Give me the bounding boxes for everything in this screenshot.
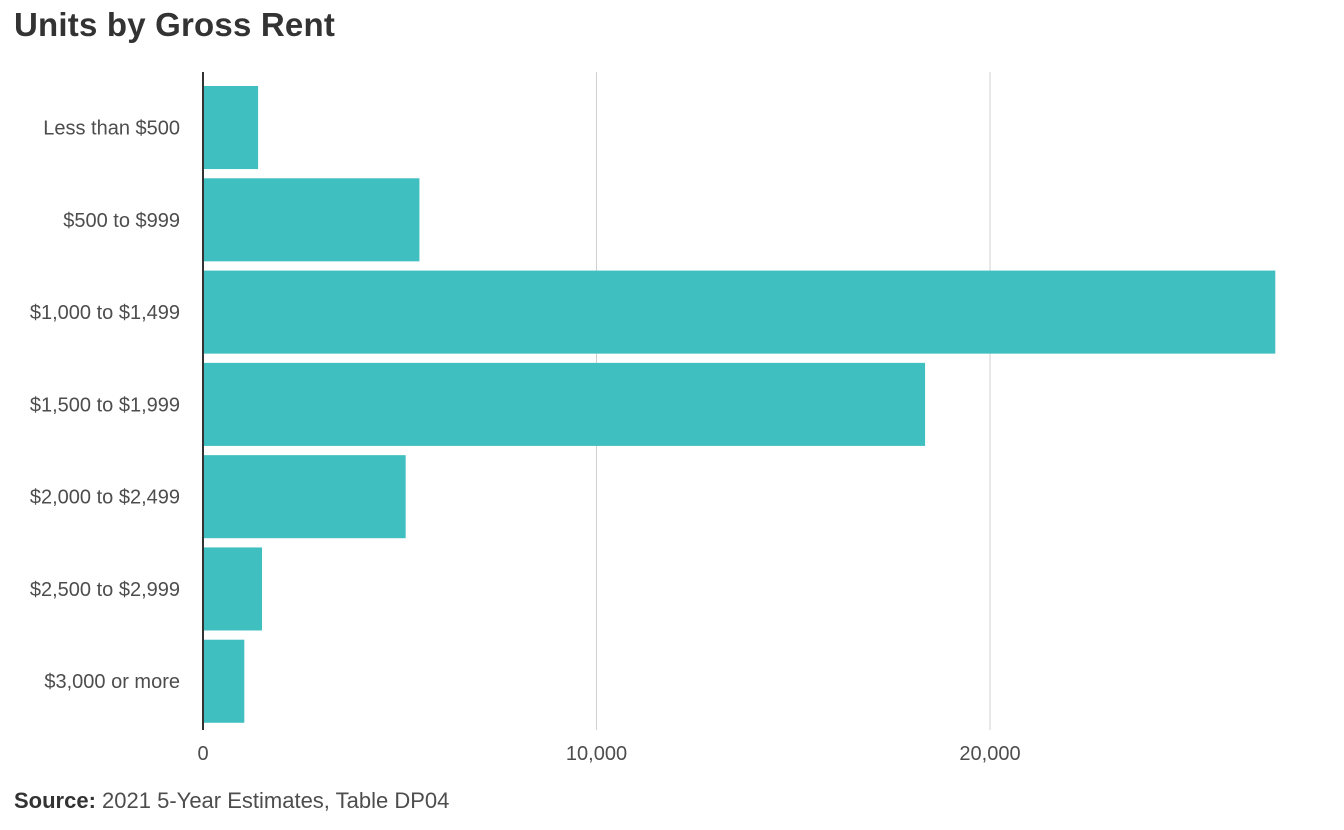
x-tick-labels: 0 10,000 20,000	[197, 743, 1020, 765]
bar-4	[203, 455, 406, 539]
category-label-0: Less than $500	[43, 118, 180, 140]
x-tick-label-1: 10,000	[566, 743, 627, 765]
category-label-2: $1,000 to $1,499	[30, 302, 180, 324]
bar-5	[203, 547, 263, 631]
bar-0	[203, 86, 259, 170]
source-text: 2021 5-Year Estimates, Table DP04	[102, 788, 450, 813]
bar-3	[203, 362, 926, 446]
bar-1	[203, 178, 420, 262]
source-label: Source:	[14, 788, 96, 813]
bar-2	[203, 270, 1276, 354]
category-label-4: $2,000 to $2,499	[30, 487, 180, 509]
category-label-1: $500 to $999	[63, 210, 180, 232]
chart-title: Units by Gross Rent	[14, 6, 336, 43]
x-tick-label-0: 0	[197, 743, 208, 765]
bars	[203, 86, 1276, 723]
category-label-3: $1,500 to $1,999	[30, 394, 180, 416]
category-label-6: $3,000 or more	[44, 671, 180, 693]
category-labels: Less than $500 $500 to $999 $1,000 to $1,4…	[30, 118, 180, 694]
bar-6	[203, 639, 245, 723]
source-note: Source: 2021 5-Year Estimates, Table DP0…	[14, 788, 449, 814]
category-label-5: $2,500 to $2,999	[30, 579, 180, 601]
x-tick-label-2: 20,000	[959, 743, 1020, 765]
